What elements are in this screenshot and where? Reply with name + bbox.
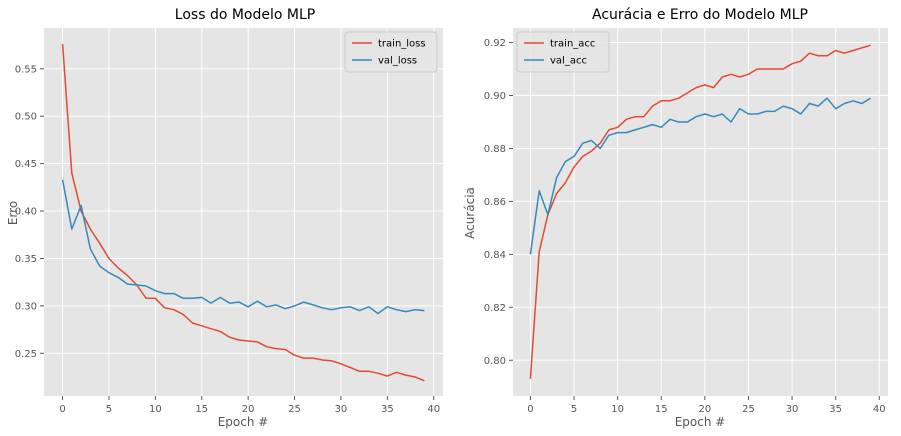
y-axis-label: Acurácia [463, 187, 477, 239]
y-tick-label: 0.86 [484, 197, 506, 208]
y-tick-label: 0.30 [15, 301, 37, 312]
x-tick-label: 10 [149, 404, 162, 415]
loss-chart: Loss do Modelo MLP Epoch # Erro 0 5 10 15 20… [6, 7, 443, 429]
plot-area [513, 28, 888, 396]
x-tick-label: 30 [786, 404, 799, 415]
y-tick-label: 0.82 [484, 303, 506, 314]
x-tick-label: 40 [427, 404, 440, 415]
series-line-val-acc [529, 97, 871, 255]
y-tick-label: 0.90 [484, 91, 506, 102]
grid: 0 5 10 15 20 25 30 35 40 0.25 0.30 0.35 0.40 0.45 0.50… [15, 28, 443, 415]
x-tick-label: 15 [195, 404, 208, 415]
y-tick-label: 0.55 [15, 64, 37, 75]
legend: train_acc val_acc [516, 31, 610, 73]
y-tick-label: 0.40 [15, 207, 37, 218]
y-tick-label: 0.84 [484, 250, 506, 261]
x-tick-label: 5 [106, 404, 112, 415]
x-tick-label: 15 [655, 404, 668, 415]
x-tick-label: 30 [335, 404, 348, 415]
legend-box [516, 31, 610, 73]
series-line-val-loss [61, 179, 425, 315]
series-line-train-loss [61, 44, 425, 382]
y-axis-label: Erro [6, 201, 20, 225]
legend-label: train_loss [378, 39, 426, 50]
y-tick-label: 0.35 [15, 254, 37, 265]
x-tick-label: 10 [611, 404, 624, 415]
x-tick-label: 0 [59, 404, 65, 415]
legend-label: val_acc [550, 56, 587, 67]
x-tick-label: 5 [571, 404, 577, 415]
y-tick-label: 0.80 [484, 356, 506, 367]
x-tick-label: 0 [527, 404, 533, 415]
x-tick-label: 40 [873, 404, 886, 415]
x-tick-label: 35 [381, 404, 394, 415]
chart-title: Acurácia e Erro do Modelo MLP [592, 7, 808, 23]
x-tick-label: 20 [698, 404, 711, 415]
x-axis-label: Epoch # [218, 415, 269, 429]
x-axis-label: Epoch # [675, 415, 726, 429]
legend: train_loss val_loss [344, 31, 438, 73]
y-tick-label: 0.50 [15, 112, 37, 123]
x-tick-label: 35 [829, 404, 842, 415]
chart-title: Loss do Modelo MLP [175, 7, 315, 23]
y-tick-label: 0.92 [484, 38, 506, 49]
legend-label: train_acc [550, 39, 595, 50]
x-tick-label: 25 [742, 404, 755, 415]
accuracy-chart: Acurácia e Erro do Modelo MLP Epoch # Ac… [463, 7, 888, 429]
y-tick-label: 0.45 [15, 159, 37, 170]
x-tick-label: 25 [288, 404, 301, 415]
series-line-train-acc [529, 44, 871, 379]
legend-label: val_loss [378, 56, 417, 67]
x-tick-label: 20 [242, 404, 255, 415]
y-tick-label: 0.25 [15, 349, 37, 360]
legend-box [344, 31, 438, 73]
plot-area [44, 28, 443, 396]
y-tick-label: 0.88 [484, 144, 506, 155]
